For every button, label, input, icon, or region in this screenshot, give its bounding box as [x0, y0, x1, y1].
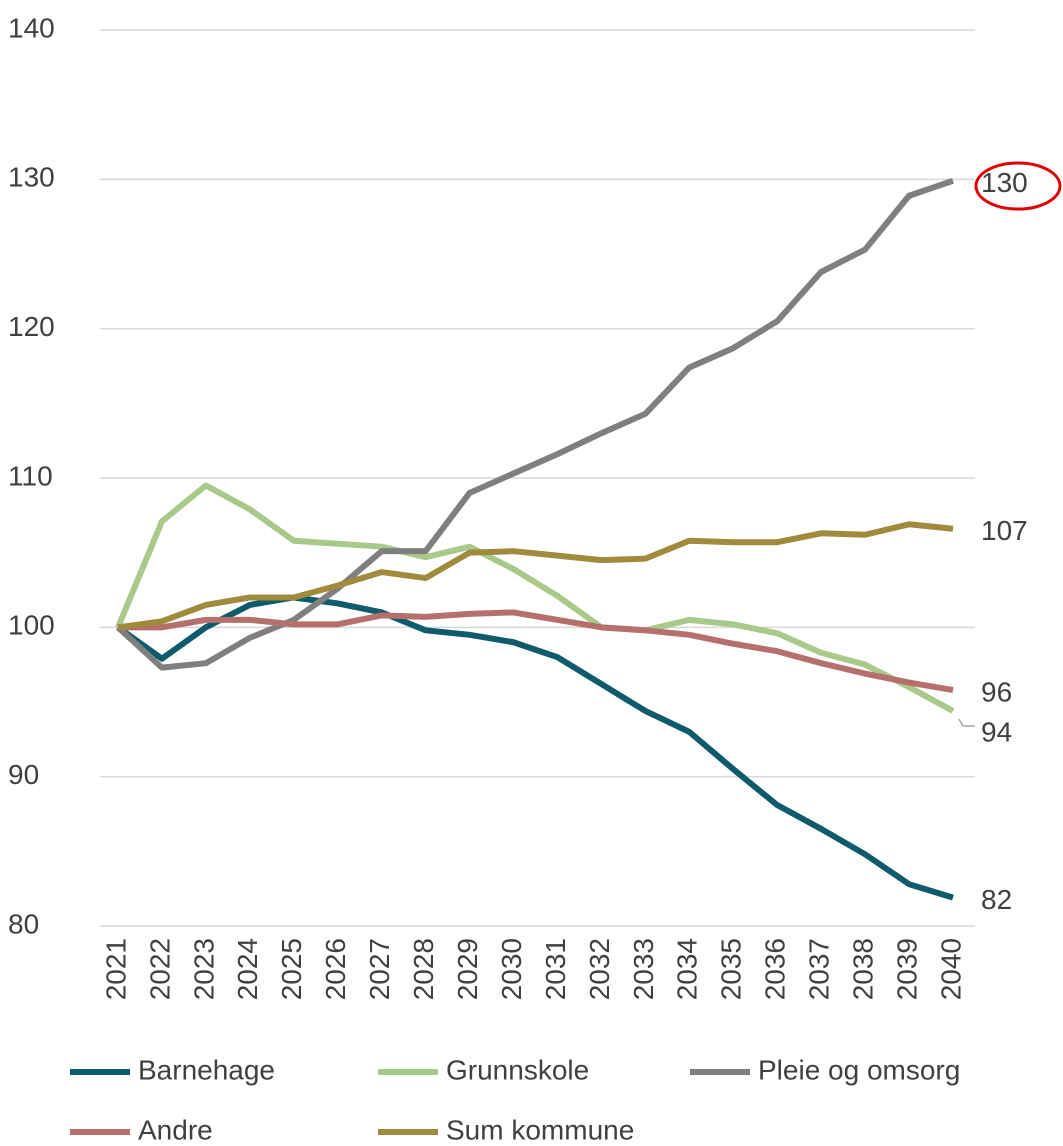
- x-tick-label: 2025: [276, 938, 307, 1000]
- x-tick-label: 2033: [628, 938, 659, 1000]
- y-tick-label: 110: [8, 460, 53, 491]
- x-tick-label: 2037: [804, 938, 835, 1000]
- legend-label: Barnehage: [138, 1054, 275, 1085]
- x-tick-label: 2039: [891, 938, 922, 1000]
- x-tick-label: 2027: [364, 938, 395, 1000]
- lines: [115, 177, 955, 901]
- x-tick-label: 2022: [144, 938, 175, 1000]
- legend-label: Andre: [138, 1114, 213, 1145]
- series-line: [116, 594, 954, 901]
- labels: 80 90 100 110 120 130 140 2021 2022 2023 2024 2025 2…: [8, 12, 1028, 1000]
- x-tick-label: 2028: [408, 938, 439, 1000]
- y-tick-label: 140: [8, 12, 55, 43]
- series-line: [117, 521, 954, 631]
- x-tick-label: 2026: [320, 938, 351, 1000]
- x-tick-label: 2023: [188, 938, 219, 1000]
- leader-line: [958, 718, 975, 727]
- x-tick-label: 2040: [935, 938, 966, 1000]
- highlight-ellipse: [974, 161, 1062, 211]
- value-label: 96: [981, 676, 1012, 707]
- y-tick-label: 100: [8, 610, 55, 641]
- y-tick-label: 120: [8, 311, 55, 342]
- legend-label: Grunnskole: [446, 1054, 589, 1085]
- series-line: [115, 177, 954, 671]
- x-tick-label: 2032: [584, 938, 615, 1000]
- x-tick-label: 2021: [100, 938, 131, 1000]
- x-tick-label: 2034: [672, 938, 703, 1000]
- y-tick-label: 90: [8, 759, 39, 790]
- x-tick-label: 2031: [540, 938, 571, 1000]
- legend-label: Pleie og omsorg: [758, 1054, 960, 1085]
- value-label: 82: [981, 884, 1012, 915]
- series-line: [118, 609, 954, 694]
- y-tick-label: 80: [8, 908, 39, 939]
- x-tick-label: 2030: [496, 938, 527, 1000]
- value-label: 94: [981, 716, 1012, 747]
- y-tick-label: 130: [8, 162, 55, 193]
- legend-label: Sum kommune: [446, 1114, 634, 1145]
- x-tick-label: 2024: [232, 938, 263, 1000]
- series-line: [115, 482, 955, 714]
- x-tick-label: 2036: [760, 938, 791, 1000]
- x-tick-label: 2035: [716, 938, 747, 1000]
- x-tick-label: 2038: [847, 938, 878, 1000]
- legend: Barnehage Grunnskole Pleie og omsorg Andre S…: [70, 1054, 960, 1145]
- value-label: 130: [981, 167, 1028, 198]
- value-label: 107: [981, 515, 1028, 546]
- grid: [100, 29, 975, 927]
- x-tick-label: 2029: [452, 938, 483, 1000]
